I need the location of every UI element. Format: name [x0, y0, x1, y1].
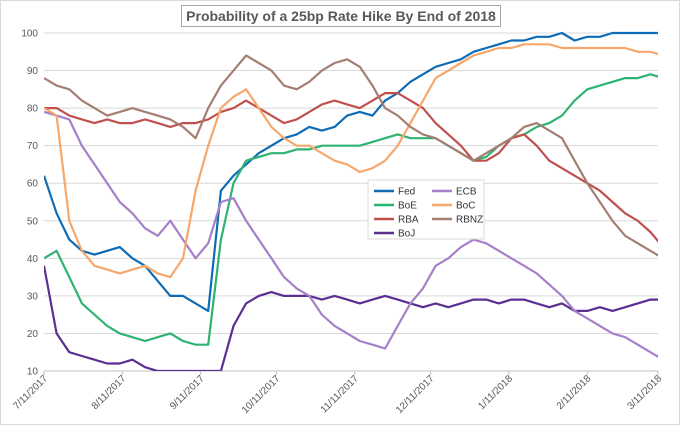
x-tick-label: 9/11/2017 [168, 373, 207, 412]
x-tick-label: 2/11/2018 [555, 373, 594, 412]
legend-label-rba: RBA [398, 215, 419, 226]
y-tick-label: 20 [27, 329, 39, 340]
y-tick-label: 50 [27, 216, 39, 227]
legend-label-boj: BoJ [398, 229, 415, 240]
y-tick-label: 60 [27, 179, 39, 190]
y-tick-label: 40 [27, 254, 39, 265]
legend-label-rbnz: RBNZ [456, 215, 483, 226]
y-tick-label: 80 [27, 104, 39, 115]
series-line-boc [44, 43, 658, 279]
legend-label-fed: Fed [398, 187, 415, 198]
series-line-boj [44, 265, 658, 371]
x-tick-label: 12/11/2017 [394, 373, 437, 416]
x-tick-label: 11/11/2017 [319, 373, 361, 415]
x-tick-label: 1/11/2018 [476, 373, 515, 412]
y-tick-label: 10 [27, 367, 39, 378]
x-tick-label: 10/11/2017 [240, 373, 283, 416]
x-tick-label: 7/11/2017 [11, 373, 50, 412]
legend-label-boe: BoE [398, 201, 417, 212]
legend-label-boc: BoC [456, 201, 475, 212]
gridlines [44, 32, 658, 372]
series-lines [44, 31, 658, 371]
y-axis-ticks: 10 20 30 40 50 60 70 80 90 100 [21, 29, 38, 378]
chart-title: Probability of a 25bp Rate Hike By End o… [181, 5, 501, 27]
series-line-boe [44, 73, 658, 346]
series-line-rbnz [44, 54, 658, 257]
series-line-fed [44, 31, 658, 312]
series-line-ecb [44, 110, 658, 358]
y-tick-label: 100 [21, 29, 38, 40]
x-tick-label: 8/11/2017 [90, 373, 129, 412]
y-tick-label: 70 [27, 141, 39, 152]
legend-label-ecb: ECB [456, 187, 477, 198]
series-line-rba [44, 91, 658, 243]
y-tick-label: 30 [27, 291, 39, 302]
x-axis-ticks: 7/11/2017 8/11/2017 9/11/2017 10/11/2017 11/… [11, 371, 664, 416]
x-tick-label: 3/11/2018 [625, 373, 664, 412]
y-tick-label: 90 [27, 66, 39, 77]
legend: Fed ECB BoE BoC RBA RBNZ BoJ [367, 179, 485, 240]
